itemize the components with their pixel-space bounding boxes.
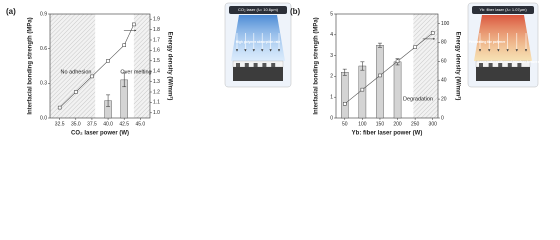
- x-tick-label: 45.0: [135, 121, 145, 127]
- polymer-layer: [232, 60, 284, 68]
- y-tick-label: 0.6: [40, 46, 47, 52]
- y2-tick-label: 1.6: [153, 48, 160, 54]
- metal-pillar: [517, 63, 522, 67]
- error-bar: [106, 94, 111, 107]
- inset-header: [229, 6, 287, 14]
- line-marker: [343, 102, 347, 106]
- inset-title: Yb: fiber laser (λ= 1.07μm): [479, 7, 527, 12]
- metal-pillar: [262, 63, 267, 67]
- plot-frame: [335, 13, 439, 119]
- y-axis-title: Interfacial bonding strength (MPa): [28, 17, 34, 114]
- y2-tick-label: 1.2: [153, 89, 160, 95]
- metal-pillar: [271, 63, 276, 67]
- metal-pillar: [488, 63, 493, 67]
- y2-axis-title: Energy density (W/mm²): [166, 32, 173, 101]
- x-tick-label: 100: [358, 121, 367, 127]
- y2-tick-label: 1.3: [153, 79, 160, 85]
- y2-axis-title: Energy density (W/mm²): [454, 32, 461, 101]
- inset-note: High polymer absorption rate: [236, 40, 281, 44]
- y-tick-label: 1: [330, 95, 333, 101]
- x-tick-label: 200: [393, 121, 402, 127]
- y2-tick-label: 60: [441, 59, 447, 65]
- panel-label: (b): [290, 7, 301, 16]
- y-tick-label: 2: [330, 74, 333, 80]
- y-tick-label: 0.0: [40, 115, 47, 121]
- energy-line: [59, 24, 135, 108]
- y-tick-label: 0.9: [40, 11, 47, 17]
- y2-tick-label: 1.4: [153, 69, 160, 75]
- plot-frame: [49, 13, 151, 119]
- x-tick-label: 50: [342, 121, 348, 127]
- error-bar: [377, 42, 382, 48]
- x-axis-title: CO₂ laser power (W): [71, 131, 129, 137]
- line-marker: [132, 22, 136, 27]
- y2-tick-label: 1.8: [153, 27, 160, 33]
- y2-tick-label: 40: [441, 78, 447, 84]
- x-tick-label: 32.5: [55, 121, 65, 127]
- annotation: Degradation: [403, 96, 433, 102]
- inset-note: Penetrating the polymer: [469, 40, 506, 44]
- panel-label: (a): [6, 7, 16, 16]
- error-bar: [342, 68, 347, 76]
- y2-tick-label: 1.7: [153, 37, 160, 43]
- y-tick-label: 5: [330, 11, 333, 17]
- y-tick-label: 0: [330, 115, 333, 121]
- x-tick-label: 150: [376, 121, 385, 127]
- line-marker: [430, 31, 435, 35]
- y2-tick-label: 1.0: [153, 110, 160, 116]
- metal-pillar: [479, 63, 483, 67]
- line-marker: [106, 59, 110, 63]
- line-marker: [122, 43, 126, 47]
- figure: (a) 32.5 35.0 37.5 40.0 42.5 45.0 0.0 0.3 0.6 0.9 1…: [6, 2, 560, 137]
- x-tick-label: 250: [411, 121, 420, 127]
- y2-tick-label: 1.5: [153, 58, 160, 64]
- laser-beam: [474, 15, 532, 61]
- x-tick-label: 37.5: [87, 121, 97, 127]
- inset-note: Laser-induced thermal interface between …: [478, 60, 560, 64]
- laser-beam: [231, 15, 285, 61]
- metal-pillar: [244, 63, 249, 67]
- line-marker: [360, 87, 365, 92]
- y-tick-label: 3: [330, 53, 333, 59]
- line-marker: [378, 73, 382, 78]
- metal-pillar: [507, 63, 512, 67]
- bar: [341, 72, 349, 119]
- x-axis-title: Yb: fiber laser power (W): [352, 131, 423, 137]
- line-marker: [413, 45, 417, 49]
- line-marker: [57, 105, 62, 110]
- page: (a) 32.5 35.0 37.5 40.0 42.5 45.0 0.0 0.3 0.6 0.9 1…: [6, 2, 560, 137]
- y2-tick-label: 0: [441, 115, 444, 121]
- metal-substrate: [233, 67, 283, 81]
- energy-line: [344, 32, 433, 105]
- metal-pillar: [498, 63, 503, 67]
- x-tick-label: 40.0: [103, 121, 113, 127]
- annotation: No adhesion: [61, 69, 92, 75]
- inset-title: CO₂ laser (λ= 10.6μm): [238, 7, 279, 12]
- y2-tick-label: 1.1: [153, 100, 160, 106]
- error-bar: [360, 61, 365, 71]
- y-tick-label: 0.3: [40, 81, 47, 87]
- y2-tick-label: 1.9: [153, 17, 160, 23]
- y2-tick-label: 100: [441, 21, 450, 27]
- metal-substrate: [476, 67, 530, 81]
- y2-tick-label: 80: [441, 40, 447, 46]
- y2-tick-label: 20: [441, 96, 447, 102]
- line-marker: [74, 90, 78, 94]
- metal-pillar: [236, 63, 240, 67]
- line-marker: [395, 59, 400, 64]
- x-tick-label: 300: [429, 121, 438, 127]
- inset-header: [472, 6, 534, 14]
- line-marker: [90, 74, 94, 79]
- x-tick-label: 42.5: [119, 121, 129, 127]
- x-tick-label: 35.0: [71, 121, 81, 127]
- metal-pillar: [253, 63, 258, 67]
- shaded-region: [133, 14, 150, 118]
- bar: [376, 45, 384, 119]
- bar: [393, 61, 402, 119]
- annotation: Over melting: [120, 69, 151, 75]
- shaded-region: [50, 14, 96, 118]
- error-bar: [122, 72, 127, 88]
- y-axis-title: Interfacial bonding strength (MPa): [314, 17, 320, 114]
- y-tick-label: 4: [330, 32, 333, 38]
